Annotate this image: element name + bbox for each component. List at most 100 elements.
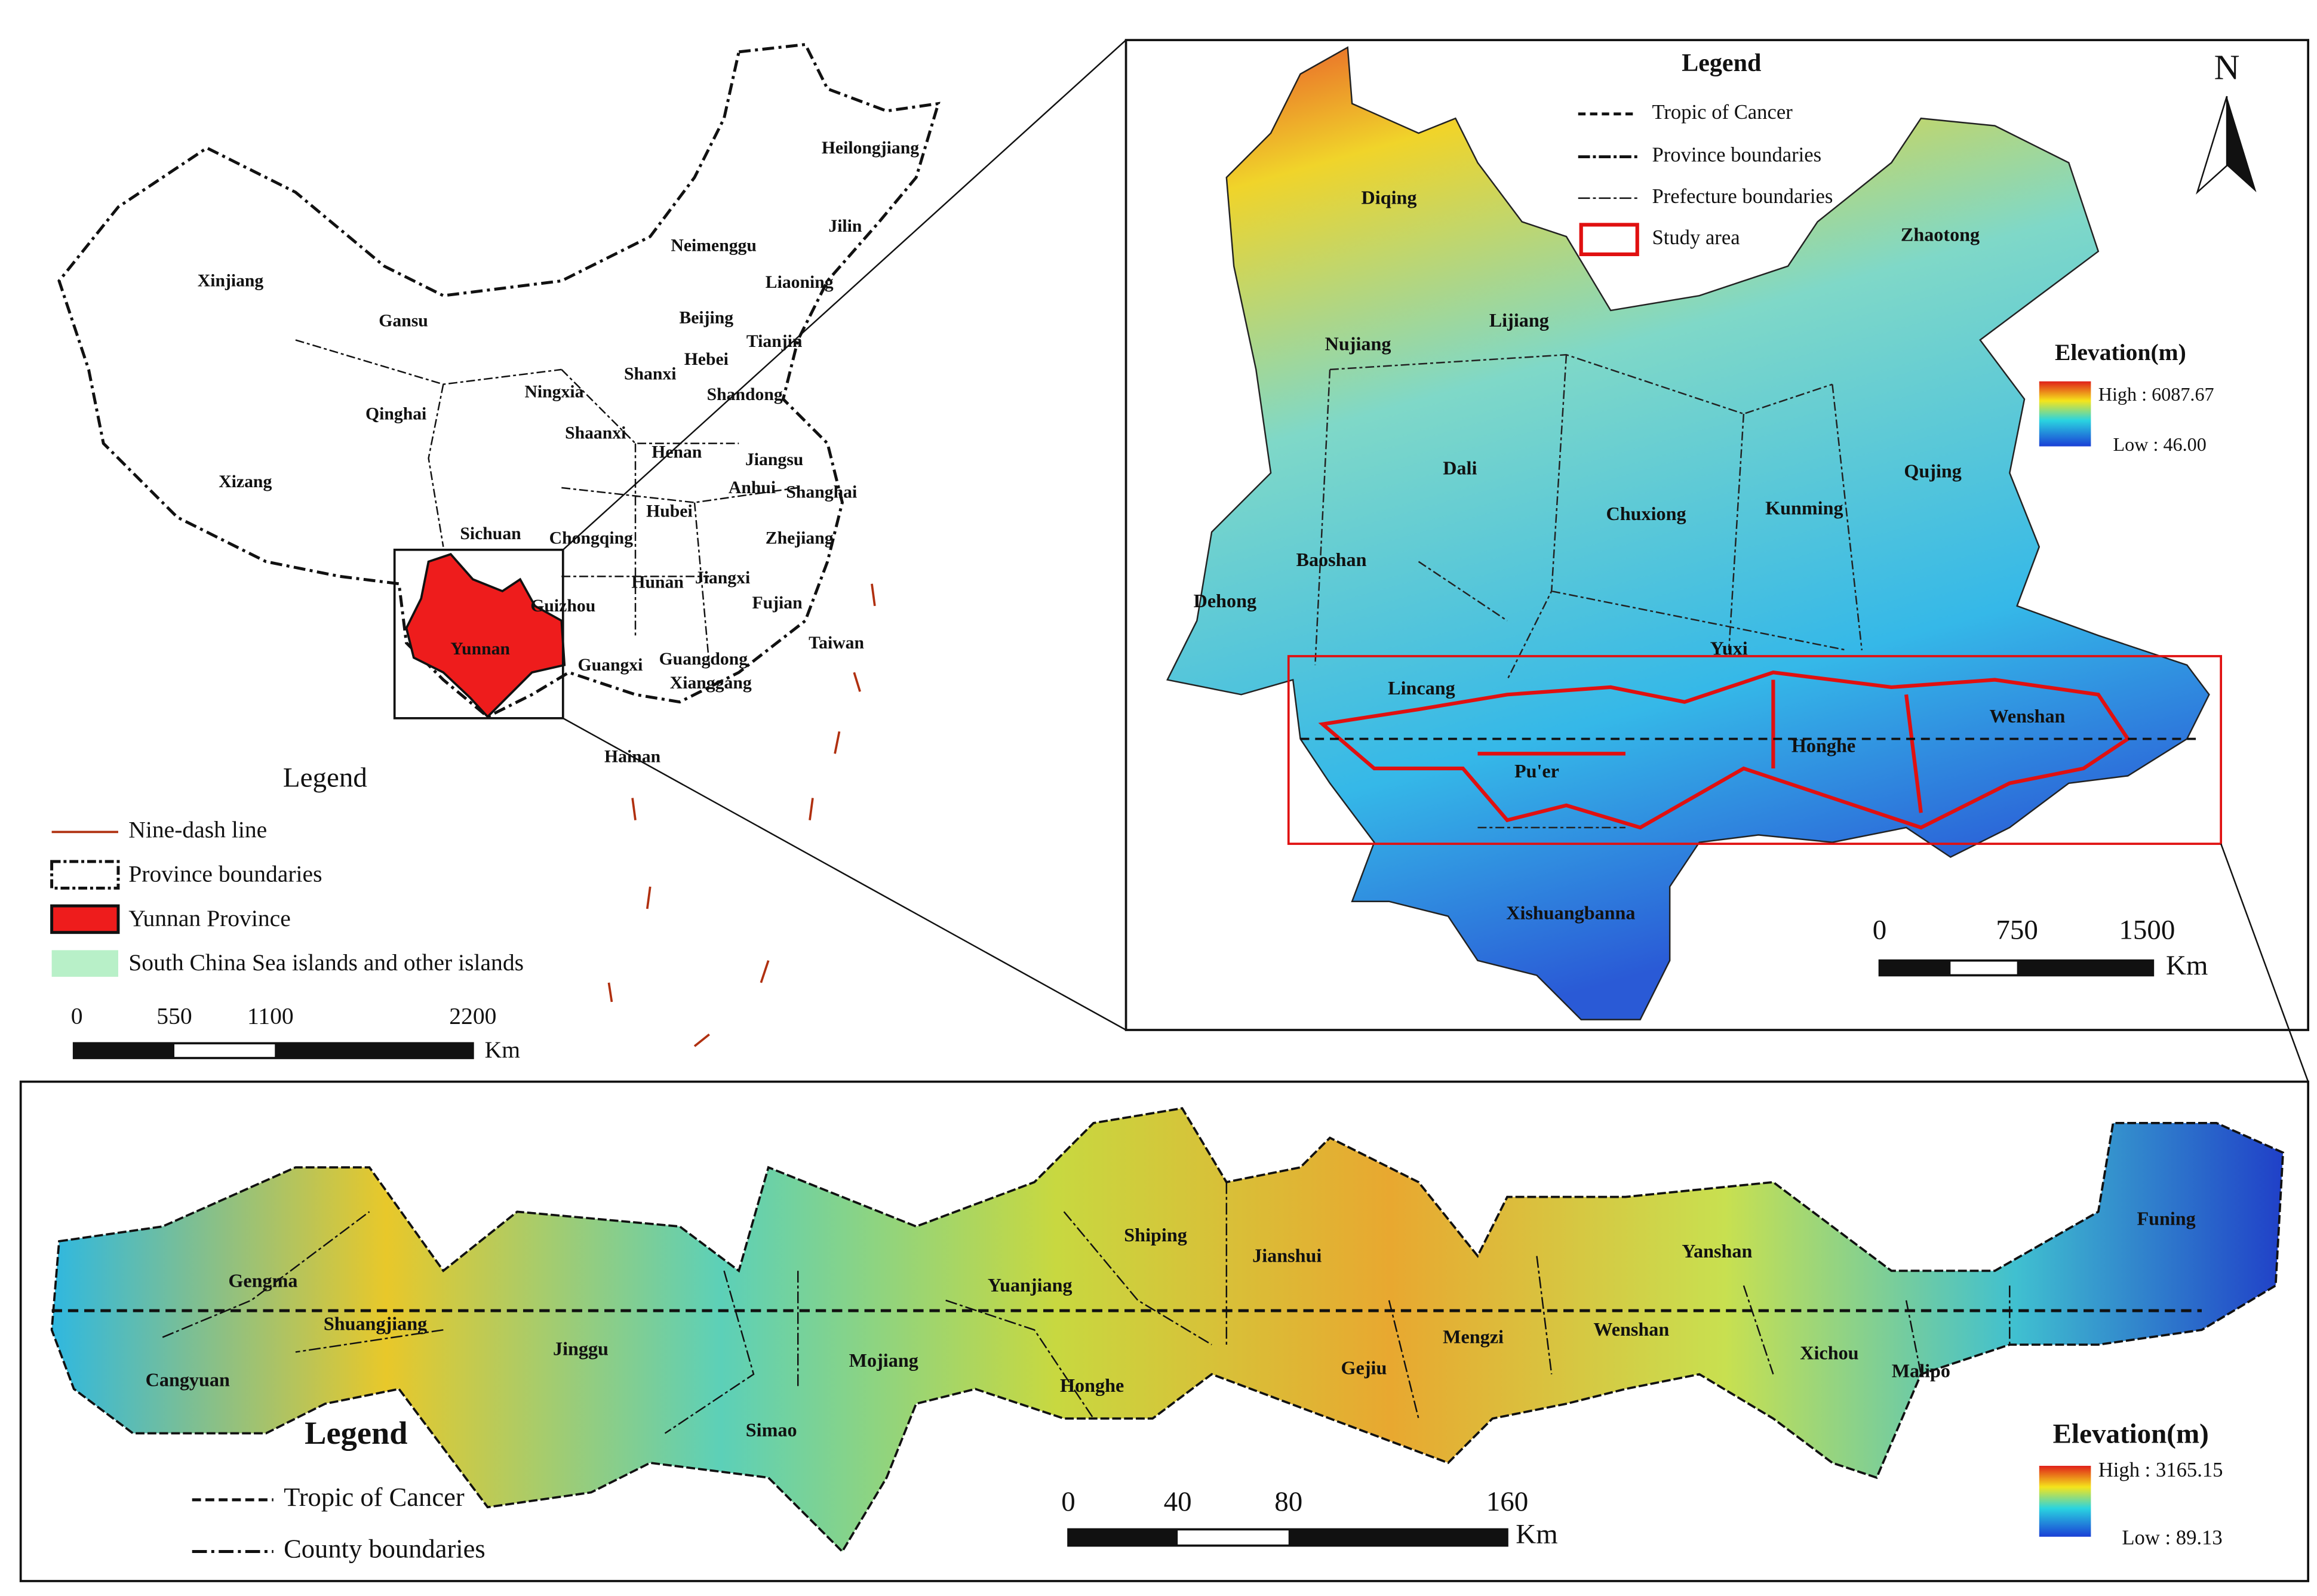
legend-swatch (51, 950, 118, 977)
county-label: Mojiang (849, 1349, 918, 1371)
county-label: Wenshan (1593, 1318, 1669, 1340)
county-label: Cangyuan (146, 1369, 230, 1390)
province-label: Yunnan (450, 639, 510, 659)
study-area-box (1287, 655, 2223, 845)
prefecture-label: Dehong (1194, 590, 1256, 611)
legend-item: Province boundaries (128, 861, 322, 887)
legend-item: Yunnan Province (128, 905, 291, 931)
scale-bar (1068, 1529, 1178, 1546)
county-label: Honghe (1060, 1374, 1124, 1396)
study-boundaries (1318, 671, 2131, 830)
county-boundaries (162, 1182, 2011, 1434)
legend-swatch (50, 860, 120, 890)
county-label: Jinggu (553, 1337, 609, 1359)
province-label: Jiangxi (695, 568, 750, 588)
legend-item: Tropic of Cancer (1652, 101, 1793, 124)
province-label: Heilongjiang (822, 139, 919, 158)
scale-tick: 750 (1996, 914, 2038, 945)
province-label: Shaanxi (565, 424, 626, 443)
province-label: Fujian (752, 593, 803, 613)
province-label: Neimenggu (671, 236, 756, 255)
elevation-ramp (2039, 381, 2091, 447)
province-label: Guizhou (530, 596, 595, 616)
north-label: N (2214, 48, 2240, 87)
scale-bar (1879, 960, 1951, 976)
prefecture-label: Wenshan (1990, 705, 2066, 727)
scale-tick: 2200 (449, 1003, 496, 1029)
locator-box (393, 548, 564, 719)
province-label: Shanxi (624, 365, 676, 384)
nine-dash-line (607, 583, 876, 1047)
china-outline (57, 42, 941, 719)
province-label: Zhejiang (766, 528, 834, 548)
legend-title: Legend (305, 1414, 407, 1451)
legend-item: Prefecture boundaries (1652, 185, 1833, 208)
scale-tick: 550 (156, 1003, 192, 1029)
prefecture-label: Honghe (1791, 735, 1855, 757)
province-label: Shanghai (786, 483, 857, 502)
province-label: Hebei (684, 350, 729, 369)
county-label: Yuanjiang (988, 1274, 1073, 1296)
province-boundaries (295, 339, 798, 665)
province-label: Xizang (219, 472, 272, 491)
province-label: Xianggang (670, 674, 752, 693)
scale-tick: 0 (1061, 1486, 1075, 1517)
scale-tick: 80 (1274, 1486, 1302, 1517)
prefecture-label: Nujiang (1325, 333, 1391, 355)
elevation-title: Elevation(m) (2053, 1418, 2209, 1449)
county-label: Jianshui (1252, 1244, 1322, 1266)
prefecture-label: Diqing (1362, 187, 1417, 208)
zoom-line (563, 717, 1127, 1031)
province-label: Gansu (379, 312, 428, 331)
county-label: Gengma (228, 1270, 297, 1291)
province-label: Hubei (646, 502, 693, 521)
zoom-line (562, 39, 1127, 551)
legend-title: Legend (283, 762, 367, 794)
prefecture-label: Lincang (1388, 677, 1455, 699)
legend-swatch (1579, 223, 1639, 256)
elevation-ramp (2039, 1465, 2091, 1537)
province-label: Hainan (604, 748, 661, 767)
prefecture-label: Kunming (1765, 497, 1843, 518)
prefecture-label: Chuxiong (1606, 503, 1686, 524)
legend-item: South China Sea islands and other island… (128, 949, 524, 976)
province-label: Qinghai (365, 404, 426, 423)
legend-swatch (50, 904, 120, 934)
scale-unit: Km (1516, 1519, 1558, 1550)
province-label: Xinjiang (198, 272, 264, 291)
province-label: Beijing (679, 309, 733, 328)
province-label: Jiangsu (745, 450, 803, 469)
scale-tick: 160 (1486, 1486, 1529, 1517)
prefecture-boundaries (1314, 353, 1863, 829)
prefecture-label: Lijiang (1489, 309, 1549, 331)
scale-tick: 0 (1873, 914, 1887, 945)
elevation-low: Low : 89.13 (2122, 1527, 2222, 1549)
county-label: Simao (746, 1419, 797, 1440)
prefecture-label: Zhaotong (1901, 224, 1980, 245)
county-label: Shiping (1124, 1224, 1187, 1246)
county-label: Gejiu (1341, 1357, 1387, 1379)
province-label: Guangxi (578, 656, 643, 675)
county-label: Shuangjiang (324, 1312, 427, 1334)
scale-bar (1288, 1529, 1507, 1546)
prefecture-label: Qujing (1904, 460, 1962, 481)
legend-item: Tropic of Cancer (284, 1482, 465, 1512)
scale-bar (73, 1043, 174, 1059)
province-label: Henan (652, 443, 702, 462)
legend-item: Province boundaries (1652, 144, 1821, 167)
province-label: Shandong (707, 385, 783, 404)
province-label: Hunan (631, 573, 684, 592)
north-arrow (2227, 96, 2257, 192)
legend-item: Nine-dash line (128, 816, 267, 842)
legend-item: Study area (1652, 226, 1740, 249)
elevation-high: High : 6087.67 (2098, 383, 2214, 405)
province-label: Sichuan (460, 524, 521, 543)
elevation-low: Low : 46.00 (2113, 433, 2207, 455)
scale-unit: Km (2166, 950, 2208, 981)
yunnan-elevation (1166, 46, 2210, 1020)
province-label: Taiwan (809, 634, 864, 653)
legend-item: County boundaries (284, 1534, 485, 1564)
zoom-line (2220, 843, 2309, 1083)
county-label: Yanshan (1682, 1240, 1752, 1262)
